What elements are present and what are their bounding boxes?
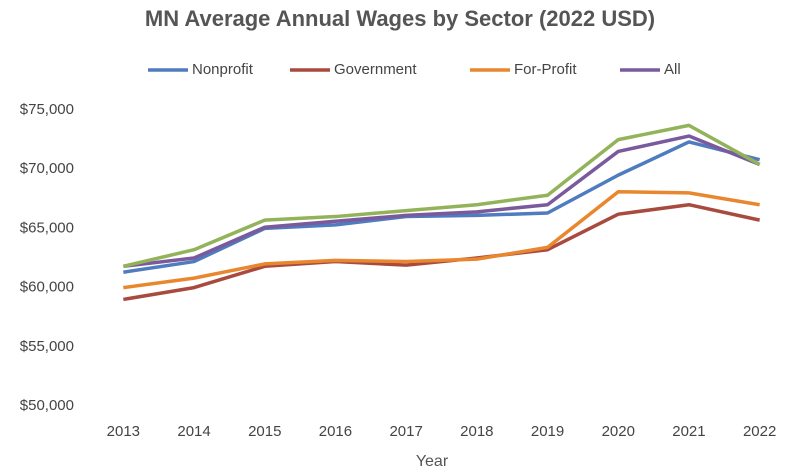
x-tick-label: 2019	[531, 423, 564, 440]
x-tick-label: 2018	[460, 423, 493, 440]
x-tick-label: 2020	[602, 423, 635, 440]
x-tick-label: 2014	[177, 423, 210, 440]
x-tick-label: 2022	[743, 423, 776, 440]
legend-label: Government	[334, 61, 417, 78]
series-line	[123, 202, 761, 302]
series-line	[122, 123, 761, 268]
y-tick-label: $55,000	[20, 338, 74, 355]
x-tick-label: 2013	[107, 423, 140, 440]
series-line	[123, 134, 761, 269]
series-line	[123, 140, 761, 274]
x-tick-label: 2016	[319, 423, 352, 440]
chart-title: MN Average Annual Wages by Sector (2022 …	[145, 6, 655, 31]
y-tick-label: $75,000	[20, 101, 74, 118]
legend-label: For-Profit	[514, 61, 577, 78]
y-tick-label: $65,000	[20, 219, 74, 236]
x-axis-title: Year	[416, 453, 449, 470]
y-tick-label: $50,000	[20, 397, 74, 414]
x-tick-label: 2017	[389, 423, 422, 440]
legend-label: All	[664, 61, 681, 78]
y-tick-label: $70,000	[20, 160, 74, 177]
x-tick-label: 2015	[248, 423, 281, 440]
y-tick-label: $60,000	[20, 279, 74, 296]
series-line	[123, 189, 760, 290]
legend-label: Nonprofit	[192, 61, 254, 78]
x-tick-label: 2021	[672, 423, 705, 440]
